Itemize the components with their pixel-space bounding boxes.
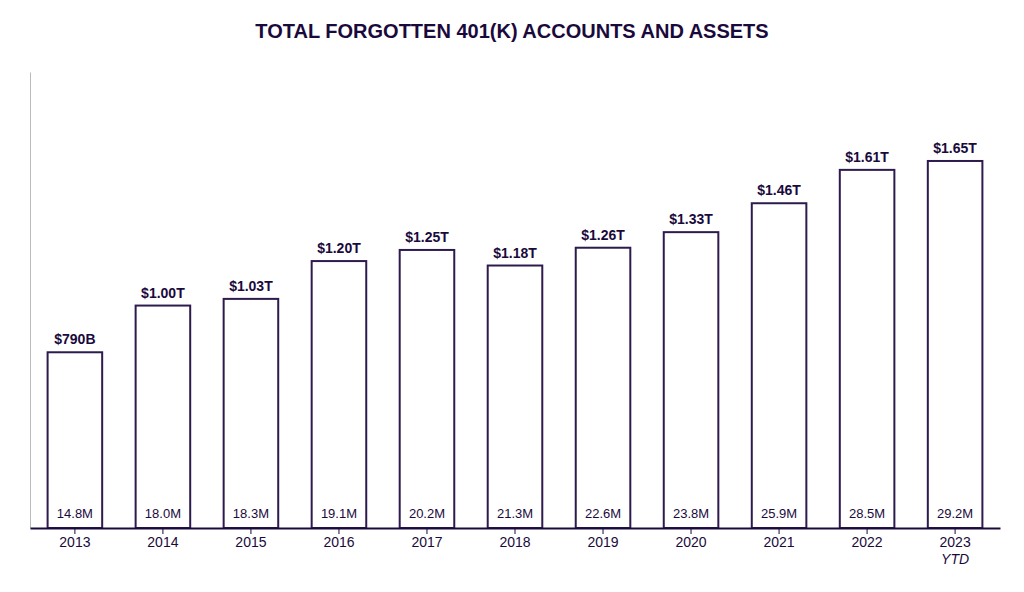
chart: TOTAL FORGOTTEN 401(K) ACCOUNTS AND ASSE… [0,0,1024,592]
x-tick: 2021 [763,528,794,550]
x-tick-label: 2017 [411,534,442,550]
annotation: 18.0M [145,506,181,521]
bar [576,248,631,528]
bar [840,170,895,528]
x-tick-label: 2019 [587,534,618,550]
data-label: $790B [54,331,95,347]
data-label: $1.61T [845,149,889,165]
x-tick: 2015 [235,528,266,550]
data-label: $1.00T [141,285,185,301]
x-tick: 2014 [147,528,178,550]
x-tick-label: 2023YTD [940,534,971,567]
y-axis [30,73,31,529]
bars [48,161,983,528]
data-label: $1.65T [933,140,977,156]
data-label: $1.03T [229,278,273,294]
x-tick: 2017 [411,528,442,550]
data-label: $1.33T [669,211,713,227]
x-tick-label: 2016 [323,534,354,550]
x-tick-label: 2013 [59,534,90,550]
annotation: 29.2M [937,506,973,521]
x-tick: 2020 [675,528,706,550]
annotation: 22.6M [585,506,621,521]
bar [752,203,807,528]
x-axis: 2013 2014 2015 2016 2017 2018 2019 2020 2021 2022… [31,528,1001,567]
annotation: 28.5M [849,506,885,521]
x-tick-label: 2022 [852,534,883,550]
x-tick-label: 2018 [499,534,530,550]
annotation: 23.8M [673,506,709,521]
x-tick-label: 2014 [147,534,178,550]
bar [664,232,719,528]
bar [48,352,103,528]
x-tick: 2019 [587,528,618,550]
title: TOTAL FORGOTTEN 401(K) ACCOUNTS AND ASSE… [255,20,768,42]
data-label: $1.18T [493,245,537,261]
annotation: 18.3M [233,506,269,521]
annotation: 21.3M [497,506,533,521]
y-axis-line [30,73,31,529]
data-label: $1.26T [581,227,625,243]
data-label: $1.46T [757,182,801,198]
x-tick: 2013 [59,528,90,550]
bar [928,161,983,528]
x-tick-label: 2020 [675,534,706,550]
annotation: 19.1M [321,506,357,521]
annotation: 20.2M [409,506,445,521]
x-tick: 2018 [499,528,530,550]
bar [400,250,455,528]
bar [224,299,279,528]
bar [312,261,367,528]
plot: 2013 2014 2015 2016 2017 2018 2019 2020 2021 2022… [31,73,1001,567]
annotation: 25.9M [761,506,797,521]
annotation: 14.8M [57,506,93,521]
data-label: $1.25T [405,229,449,245]
x-tick-label: 2015 [235,534,266,550]
data-labels: $790B $1.00T $1.03T $1.20T $1.25T $1.18T $1.26… [54,140,977,521]
x-tick: 2022 [852,528,883,550]
x-tick: 2016 [323,528,354,550]
x-tick: 2023YTD [940,528,971,567]
data-label: $1.20T [317,240,361,256]
bar [488,266,543,528]
x-tick-label: 2021 [763,534,794,550]
bar [136,306,191,528]
